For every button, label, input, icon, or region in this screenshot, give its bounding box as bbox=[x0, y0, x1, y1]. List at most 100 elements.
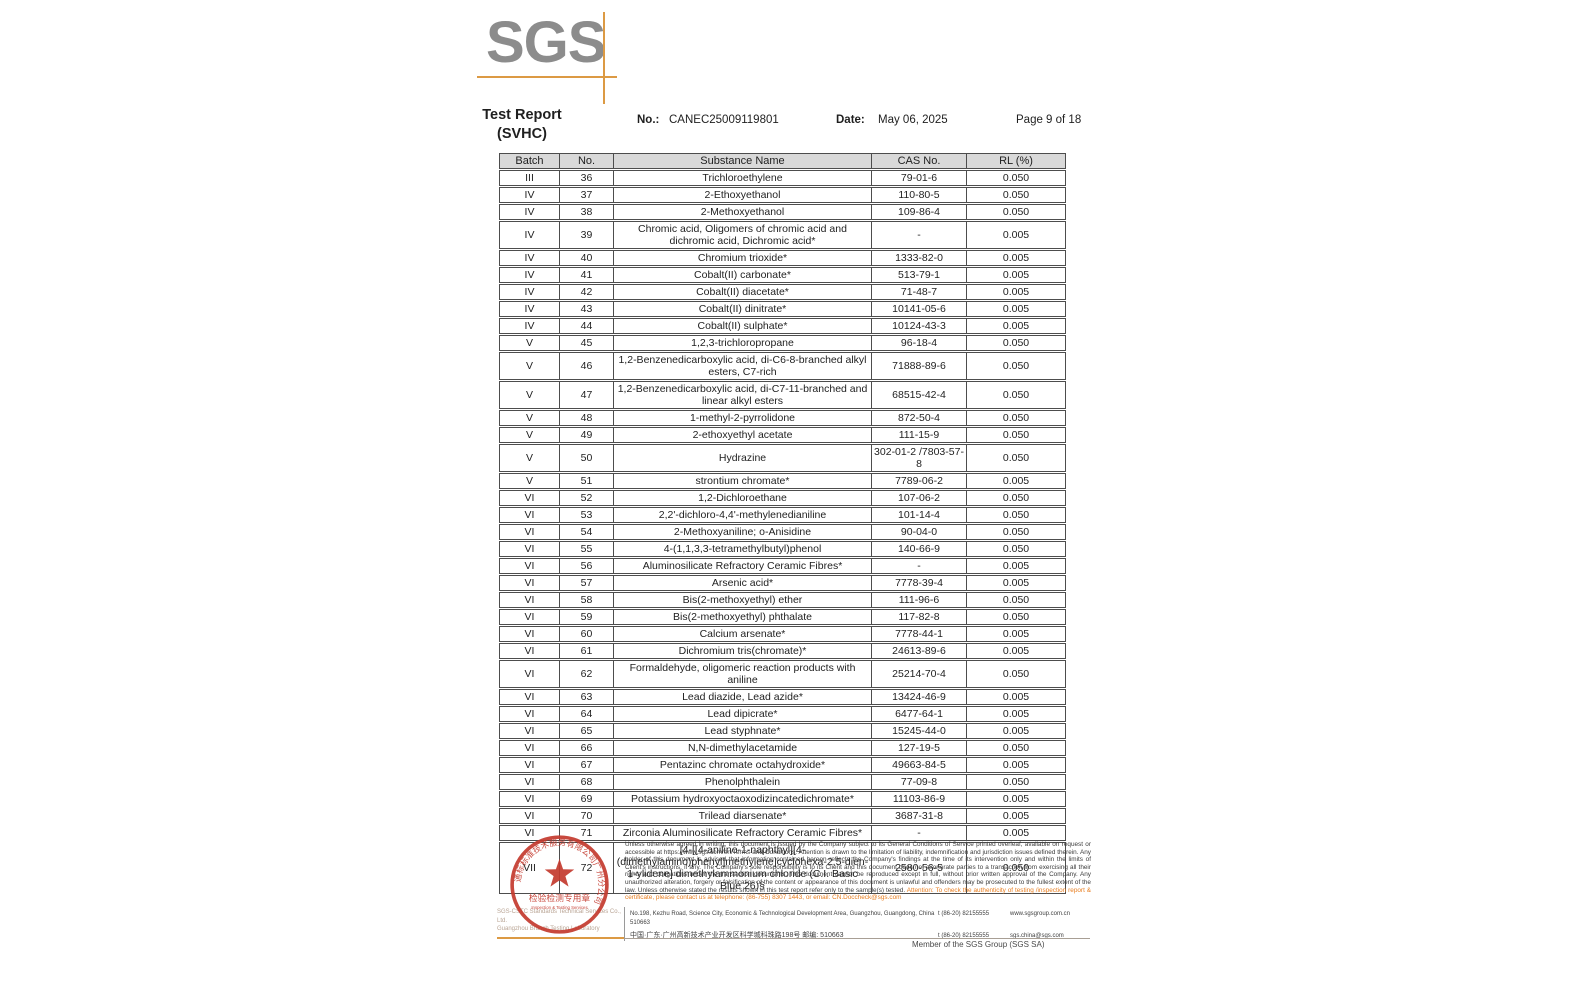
cell-rl: 0.050 bbox=[966, 353, 1065, 379]
cell-no: 52 bbox=[559, 491, 613, 505]
cell-substance: 4-(1,1,3,3-tetramethylbutyl)phenol bbox=[613, 542, 871, 556]
cell-rl: 0.050 bbox=[966, 445, 1065, 471]
cell-rl: 0.005 bbox=[966, 319, 1065, 333]
cell-substance: Hydrazine bbox=[613, 445, 871, 471]
member-line: Member of the SGS Group (SGS SA) bbox=[912, 940, 1045, 949]
cell-cas: 6477-64-1 bbox=[871, 707, 966, 721]
cell-no: 61 bbox=[559, 644, 613, 658]
table-row: V 49 2-ethoxyethyl acetate 111-15-9 0.050 bbox=[499, 427, 1066, 443]
cell-substance: Phenolphthalein bbox=[613, 775, 871, 789]
cell-rl: 0.005 bbox=[966, 222, 1065, 248]
cell-no: 67 bbox=[559, 758, 613, 772]
cell-batch: VI bbox=[524, 793, 535, 805]
report-date-label: Date: bbox=[836, 114, 865, 126]
cell-cas: 107-06-2 bbox=[871, 491, 966, 505]
cell-batch: V bbox=[525, 452, 533, 464]
cell-batch: VI bbox=[524, 810, 535, 822]
cell-batch: IV bbox=[524, 252, 535, 264]
stamp-inner-cn: 检验检测专用章 bbox=[529, 892, 590, 903]
address-row-en: No.198, Kezhu Road, Science City, Econom… bbox=[630, 910, 1090, 928]
cell-rl: 0.050 bbox=[966, 741, 1065, 755]
cell-no: 40 bbox=[559, 251, 613, 265]
cell-batch: VI bbox=[524, 577, 535, 589]
cell-substance: Bis(2-methoxyethyl) phthalate bbox=[613, 610, 871, 624]
cell-batch: VI bbox=[524, 827, 535, 839]
cell-batch: VI bbox=[524, 492, 535, 504]
footer-divider-line bbox=[624, 938, 1090, 939]
table-row: V 47 1,2-Benzenedicarboxylic acid, di-C7-1… bbox=[499, 381, 1066, 409]
cell-batch: VI bbox=[524, 708, 535, 720]
cell-batch: VI bbox=[524, 668, 535, 680]
table-row: IV 44 Cobalt(II) sulphate* 10124-43-3 0.005 bbox=[499, 318, 1066, 334]
table-row: VI 56 Aluminosilicate Refractory Ceramic F… bbox=[499, 558, 1066, 574]
report-title: Test Report (SVHC) bbox=[471, 106, 573, 144]
table-header-row: Batch No. Substance Name CAS No. RL (%) bbox=[499, 153, 1066, 169]
address-chinese: 中国·广东·广州高新技术产业开发区科学城科珠路198号 邮编: 510663 bbox=[630, 932, 844, 939]
cell-substance: Chromium trioxide* bbox=[613, 251, 871, 265]
cell-batch: V bbox=[525, 412, 533, 424]
cell-cas: 25214-70-4 bbox=[871, 661, 966, 687]
cell-cas: 1333-82-0 bbox=[871, 251, 966, 265]
table-row: IV 43 Cobalt(II) dinitrate* 10141-05-6 0.005 bbox=[499, 301, 1066, 317]
table-row: VI 64 Lead dipicrate* 6477-64-1 0.005 bbox=[499, 706, 1066, 722]
cell-cas: 10141-05-6 bbox=[871, 302, 966, 316]
report-title-line2: (SVHC) bbox=[497, 126, 547, 142]
cell-batch: IV bbox=[524, 286, 535, 298]
cell-no: 62 bbox=[559, 661, 613, 687]
cell-batch: VI bbox=[524, 628, 535, 640]
cell-cas: 96-18-4 bbox=[871, 336, 966, 350]
table-row: IV 42 Cobalt(II) diacetate* 71-48-7 0.005 bbox=[499, 284, 1066, 300]
cell-cas: 109-86-4 bbox=[871, 205, 966, 219]
cell-cas: 68515-42-4 bbox=[871, 382, 966, 408]
company-name-line1: SGS-CSTC Standards Technical Services Co… bbox=[497, 909, 621, 924]
cell-batch: IV bbox=[524, 206, 535, 218]
cell-substance: Potassium hydroxyoctaoxodizincatedichrom… bbox=[613, 792, 871, 806]
table-row: IV 41 Cobalt(II) carbonate* 513-79-1 0.005 bbox=[499, 267, 1066, 283]
cell-substance: 1,2,3-trichloropropane bbox=[613, 336, 871, 350]
cell-rl: 0.005 bbox=[966, 251, 1065, 265]
report-no-value: CANEC25009119801 bbox=[669, 114, 779, 126]
cell-batch: VI bbox=[524, 742, 535, 754]
cell-cas: 101-14-4 bbox=[871, 508, 966, 522]
cell-no: 66 bbox=[559, 741, 613, 755]
cell-substance: Lead diazide, Lead azide* bbox=[613, 690, 871, 704]
cell-batch: IV bbox=[524, 229, 535, 241]
address-block: No.198, Kezhu Road, Science City, Econom… bbox=[624, 907, 1090, 941]
cell-rl: 0.050 bbox=[966, 843, 1065, 893]
cell-batch: IV bbox=[524, 303, 535, 315]
cell-rl: 0.050 bbox=[966, 382, 1065, 408]
cell-cas: 117-82-8 bbox=[871, 610, 966, 624]
cell-substance: Chromic acid, Oligomers of chromic acid … bbox=[613, 222, 871, 248]
cell-no: 46 bbox=[559, 353, 613, 379]
table-row: VI 59 Bis(2-methoxyethyl) phthalate 117-82-… bbox=[499, 609, 1066, 625]
cell-rl: 0.005 bbox=[966, 809, 1065, 823]
cell-cas: - bbox=[871, 222, 966, 248]
col-header-rl: RL (%) bbox=[966, 154, 1065, 168]
cell-substance: Zirconia Aluminosilicate Refractory Cera… bbox=[613, 826, 871, 840]
cell-rl: 0.005 bbox=[966, 724, 1065, 738]
cell-no: 44 bbox=[559, 319, 613, 333]
cell-cas: 71888-89-6 bbox=[871, 353, 966, 379]
cell-substance: Cobalt(II) carbonate* bbox=[613, 268, 871, 282]
col-header-substance: Substance Name bbox=[613, 154, 871, 168]
cell-batch: VI bbox=[524, 594, 535, 606]
phone-2: t (86-20) 82155555 bbox=[938, 933, 990, 939]
cell-substance: Bis(2-methoxyethyl) ether bbox=[613, 593, 871, 607]
cell-rl: 0.005 bbox=[966, 627, 1065, 641]
cell-batch: VI bbox=[524, 543, 535, 555]
col-header-no: No. bbox=[559, 154, 613, 168]
cell-cas: 513-79-1 bbox=[871, 268, 966, 282]
cell-rl: 0.050 bbox=[966, 775, 1065, 789]
table-row: VI 63 Lead diazide, Lead azide* 13424-46-9 0… bbox=[499, 689, 1066, 705]
report-no-label: No.: bbox=[637, 114, 660, 126]
cell-cas: 13424-46-9 bbox=[871, 690, 966, 704]
cell-rl: 0.005 bbox=[966, 690, 1065, 704]
cell-rl: 0.050 bbox=[966, 188, 1065, 202]
cell-substance: 1-methyl-2-pyrrolidone bbox=[613, 411, 871, 425]
table-row: III 36 Trichloroethylene 79-01-6 0.050 bbox=[499, 170, 1066, 186]
cell-batch: VI bbox=[524, 560, 535, 572]
cell-substance: Arsenic acid* bbox=[613, 576, 871, 590]
cell-substance: 2-Methoxyethanol bbox=[613, 205, 871, 219]
cell-rl: 0.005 bbox=[966, 644, 1065, 658]
cell-cas: 302-01-2 /7803-57-8 bbox=[871, 445, 966, 471]
